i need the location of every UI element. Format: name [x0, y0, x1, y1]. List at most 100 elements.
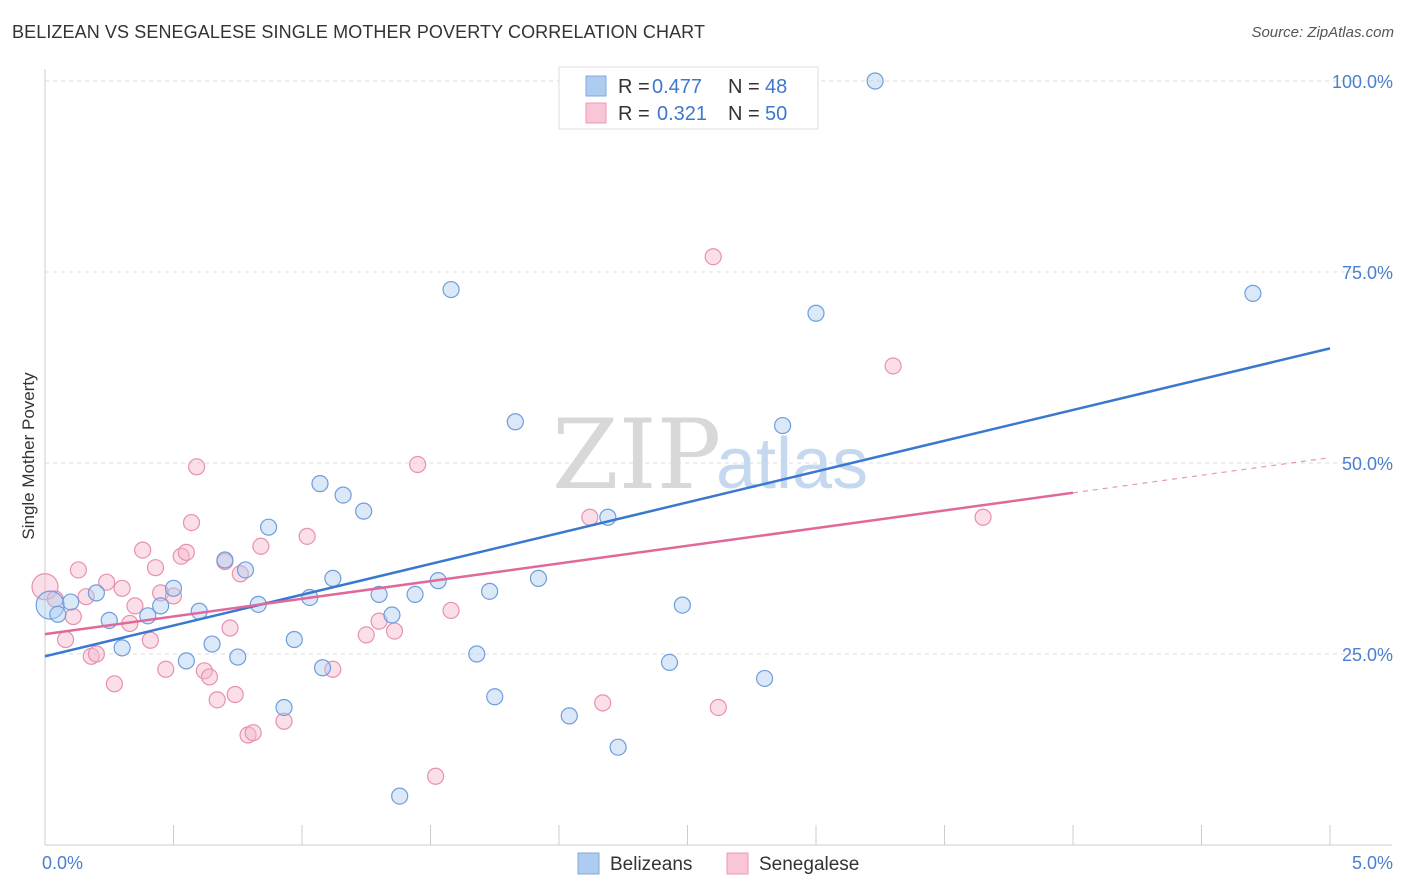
bottom-legend: Belizeans Senegalese [577, 852, 859, 875]
senegalese-point [152, 584, 170, 602]
belizean-point [216, 551, 234, 569]
legend: R = 0.477 N = 48 R = 0.321 N = 50 [558, 66, 819, 130]
senegalese-point [188, 458, 206, 476]
senegalese-point [69, 561, 88, 579]
belizean-point [275, 698, 293, 717]
senegalese-point [974, 508, 992, 526]
belizean-point [481, 582, 499, 600]
belizean-point [660, 653, 679, 672]
legend-n-label-1: N = [728, 103, 760, 125]
belizean-point [1244, 284, 1262, 302]
belizean-point [324, 569, 342, 587]
belizean-point [164, 579, 183, 597]
senegalese-point [275, 712, 293, 730]
senegalese-point [704, 248, 722, 266]
senegalese-point [594, 694, 612, 712]
belizean-point [355, 502, 373, 520]
bottom-legend-swatch-senegalese [726, 852, 749, 875]
y-tick-label-1: 50.0% [1342, 454, 1393, 474]
x-tick-label-0: 0.0% [42, 853, 83, 873]
bottom-legend-swatch-belizeans [577, 852, 600, 875]
belizean-point [506, 413, 524, 431]
y-tick-label-2: 75.0% [1342, 263, 1393, 283]
y-axis-label: Single Mother Poverty [19, 372, 38, 540]
senegalese-point [244, 724, 262, 742]
belizean-point [406, 585, 424, 604]
belizean-point [62, 593, 80, 611]
belizean-point [383, 606, 401, 624]
senegalese-point [226, 685, 244, 704]
senegalese-point [87, 645, 106, 663]
legend-r-label-1: R = [618, 103, 650, 125]
legend-r-value-1: 0.321 [657, 103, 707, 125]
belizean-point [866, 72, 884, 90]
legend-n-label-0: N = [728, 76, 760, 98]
belizean-points [35, 72, 1262, 805]
legend-swatch-belizeans [585, 75, 607, 97]
x-tick-label-1: 5.0% [1352, 853, 1393, 873]
senegalese-point [385, 622, 404, 640]
senegalese-point [884, 357, 902, 375]
legend-n-value-1: 50 [765, 103, 787, 125]
belizean-point [773, 416, 792, 435]
belizean-point [229, 648, 247, 666]
belizean-point [560, 707, 578, 725]
senegalese-point [134, 541, 152, 559]
senegalese-point [182, 513, 201, 532]
belizean-point [442, 280, 460, 299]
belizean-point [334, 486, 352, 504]
senegalese-point [126, 597, 144, 615]
belizean-point [486, 688, 504, 706]
senegalese-point [581, 508, 599, 526]
belizean-point [285, 630, 303, 649]
chart-title: BELIZEAN VS SENEGALESE SINGLE MOTHER POV… [12, 22, 706, 42]
bottom-legend-belizeans: Belizeans [610, 854, 692, 875]
senegalese-point [105, 675, 123, 693]
belizean-point [152, 597, 170, 615]
belizean-point [529, 569, 548, 587]
watermark: ZIP atlas [552, 399, 868, 511]
legend-r-label-0: R = [618, 76, 650, 98]
senegalese-point [77, 588, 95, 606]
senegalese-points [31, 248, 992, 785]
senegalese-point [427, 767, 445, 785]
senegalese-point [442, 601, 460, 620]
belizean-point [177, 652, 195, 670]
legend-swatch-senegalese [585, 102, 607, 124]
senegalese-point [141, 631, 159, 649]
senegalese-point [157, 660, 175, 678]
senegalese-point [208, 691, 226, 709]
legend-n-value-0: 48 [765, 76, 787, 98]
belizean-point [49, 605, 67, 623]
senegalese-point [113, 579, 131, 597]
belizean-point [87, 584, 106, 602]
senegalese-point [200, 668, 219, 686]
belizean-point [313, 659, 332, 677]
belizean-point [391, 787, 409, 805]
senegalese-point [252, 537, 270, 555]
belizean-point [35, 590, 65, 620]
senegalese-point [64, 607, 82, 626]
bottom-legend-senegalese: Senegalese [759, 854, 859, 875]
watermark-zip: ZIP [552, 399, 721, 511]
belizean-point [673, 596, 691, 614]
senegalese-point [409, 455, 427, 474]
senegalese-point [56, 630, 75, 649]
belizean-point [755, 669, 774, 688]
senegalese-point [298, 527, 316, 545]
senegalese-point [709, 698, 727, 717]
belizean-point [609, 738, 627, 756]
y-tick-label-0: 25.0% [1342, 645, 1393, 665]
trend-lines [44, 347, 1331, 658]
belizean-point [203, 635, 221, 653]
y-tick-label-3: 100.0% [1332, 72, 1393, 92]
senegalese-point [146, 559, 165, 577]
belizean-point [807, 304, 825, 322]
senegalese-point [357, 626, 375, 644]
belizean-point [236, 561, 255, 579]
senegalese-point [177, 543, 195, 561]
belizean-point [259, 518, 278, 536]
belizean-point [311, 475, 329, 493]
belizean-point [370, 585, 388, 604]
